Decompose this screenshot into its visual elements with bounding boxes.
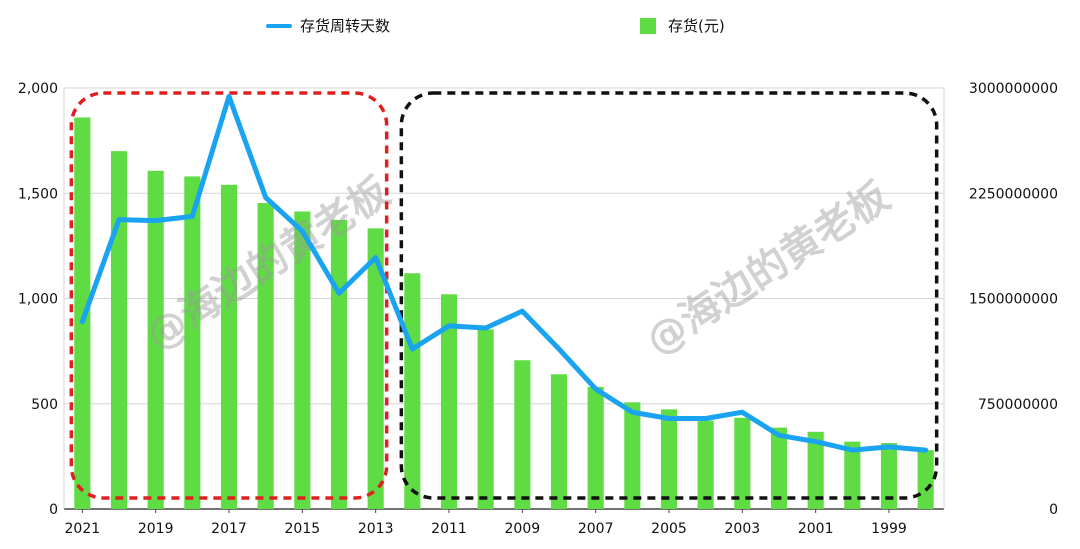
bar <box>184 176 201 509</box>
x-axis-tick-label: 2009 <box>505 521 541 537</box>
bar <box>404 273 421 509</box>
x-axis-tick-label: 2021 <box>65 521 101 537</box>
legend-label-inventory: 存货(元) <box>668 17 725 35</box>
watermarks: @海边的黄老板 @海边的黄老板 <box>138 169 898 365</box>
bar <box>587 386 604 509</box>
annotation-box <box>399 91 939 500</box>
x-axis-tick-label: 2019 <box>138 521 174 537</box>
bar <box>844 441 861 509</box>
bar <box>734 417 751 509</box>
bar <box>477 329 494 509</box>
bar <box>220 184 238 509</box>
left-axis-tick-label: 0 <box>49 502 58 518</box>
bar <box>257 203 274 509</box>
bar <box>770 427 788 509</box>
bar <box>807 431 824 509</box>
x-axis-tick-label: 2005 <box>651 521 687 537</box>
left-axis-tick-label: 500 <box>31 397 58 413</box>
bar <box>550 374 568 509</box>
axes: 0 500 1,000 1,500 2,000 0 750000000 1500000000 2… <box>18 81 1058 537</box>
bar <box>74 117 91 509</box>
bar <box>330 219 348 509</box>
bar <box>880 443 898 509</box>
x-axis-tick-label: 2013 <box>358 521 394 537</box>
bar <box>917 450 934 509</box>
watermark-text: @海边的黄老板 <box>638 174 898 365</box>
right-axis-tick-label: 750000000 <box>978 397 1058 413</box>
x-axis-tick-label: 2007 <box>578 521 614 537</box>
x-axis-tick-label: 2001 <box>798 521 834 537</box>
left-axis-tick-label: 1,000 <box>18 292 58 308</box>
legend-label-turnover-days: 存货周转天数 <box>300 17 390 35</box>
bar <box>440 294 458 509</box>
inventory-bars <box>74 117 934 510</box>
grid-lines <box>63 87 945 510</box>
right-axis-tick-label: 0 <box>1049 502 1058 518</box>
turnover-days-line <box>79 93 929 453</box>
legend-bar-swatch <box>640 18 656 34</box>
bar <box>110 151 128 509</box>
x-axis-tick-label: 2017 <box>211 521 247 537</box>
x-axis-tick-label: 2011 <box>431 521 467 537</box>
x-axis-tick-label: 2015 <box>285 521 321 537</box>
right-axis-tick-label: 1500000000 <box>969 292 1058 308</box>
bar <box>367 228 384 510</box>
bar <box>660 409 678 509</box>
bar <box>514 360 531 509</box>
bar <box>147 170 164 509</box>
bar <box>624 402 641 509</box>
bar <box>697 420 714 509</box>
bar <box>294 211 311 509</box>
legend: 存货周转天数 存货(元) <box>266 17 725 35</box>
annotation-box <box>69 91 389 500</box>
right-axis-tick-label: 3000000000 <box>969 81 1058 97</box>
left-axis-tick-label: 1,500 <box>18 186 58 202</box>
left-axis-tick-label: 2,000 <box>18 81 58 97</box>
annotation-boxes <box>69 91 939 500</box>
right-axis-tick-label: 2250000000 <box>969 186 1058 202</box>
x-axis-tick-label: 1999 <box>871 521 907 537</box>
x-axis-tick-label: 2003 <box>725 521 761 537</box>
